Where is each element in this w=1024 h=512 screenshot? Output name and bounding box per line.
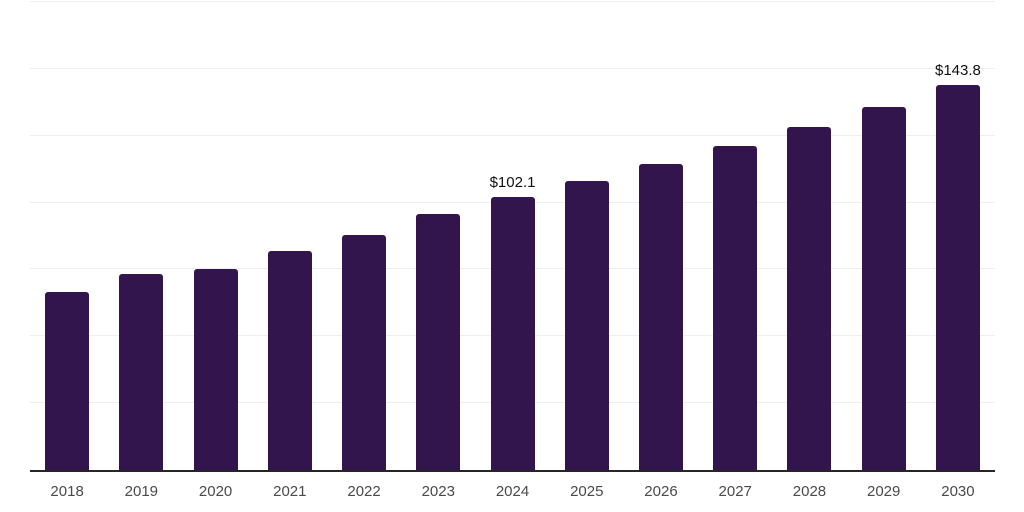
x-tick-label-2024: 2024 <box>495 483 530 500</box>
bar-slot-2022 <box>327 2 401 470</box>
bar-slot-2028 <box>772 2 846 470</box>
bar-2021 <box>267 251 312 470</box>
bar-2029 <box>861 106 906 470</box>
bar-2024 <box>490 196 535 470</box>
bar-2019 <box>119 273 164 470</box>
bar-2023 <box>416 213 461 470</box>
bar-2022 <box>342 234 387 470</box>
bar-2026 <box>638 164 683 470</box>
x-tick-label-2030: 2030 <box>941 483 975 500</box>
bar-slot-2020 <box>178 2 252 470</box>
gridline <box>30 134 995 136</box>
x-tick-label-2029: 2029 <box>867 483 901 500</box>
bar-2028 <box>787 126 832 470</box>
x-tick-label-2023: 2023 <box>421 483 455 500</box>
x-tick-label-2026: 2026 <box>644 483 678 500</box>
bar-slot-2025 <box>550 2 624 470</box>
bar-slot-2023 <box>401 2 475 470</box>
x-axis-tick-labels: 2018 2019 2020 2021 2022 2023 2024 2025 2026 2027… <box>30 483 995 500</box>
x-axis-line <box>30 470 995 472</box>
bar-slot-2021 <box>253 2 327 470</box>
bar-2020 <box>193 268 238 470</box>
bar-slot-2019 <box>104 2 178 470</box>
bar-slot-2027 <box>698 2 772 470</box>
bar-slot-2018 <box>30 2 104 470</box>
bar-value-label-2030: $143.8 <box>934 62 981 80</box>
x-tick-label-2022: 2022 <box>347 483 381 500</box>
bar-slot-2026 <box>624 2 698 470</box>
bar-slot-2024: $102.1 <box>475 2 549 470</box>
bar-2027 <box>713 145 758 470</box>
bar-slot-2030: $143.8 <box>921 2 995 470</box>
bars-container: $102.1 $143.8 <box>30 2 995 470</box>
bar-2018 <box>45 292 90 470</box>
x-tick-label-2027: 2027 <box>718 483 752 500</box>
bar-2030 <box>935 85 980 470</box>
bar-2025 <box>564 180 609 470</box>
x-tick-label-2021: 2021 <box>273 483 307 500</box>
x-tick-label-2020: 2020 <box>198 483 233 500</box>
x-tick-label-2028: 2028 <box>792 483 827 500</box>
gridline <box>30 67 995 69</box>
gridline <box>30 1 995 2</box>
plot-area: $102.1 $143.8 <box>30 1 995 472</box>
x-tick-label-2025: 2025 <box>570 483 604 500</box>
x-tick-label-2018: 2018 <box>50 483 84 500</box>
bar-value-label-2024: $102.1 <box>489 173 536 191</box>
x-tick-label-2019: 2019 <box>124 483 159 500</box>
bar-slot-2029 <box>847 2 921 470</box>
